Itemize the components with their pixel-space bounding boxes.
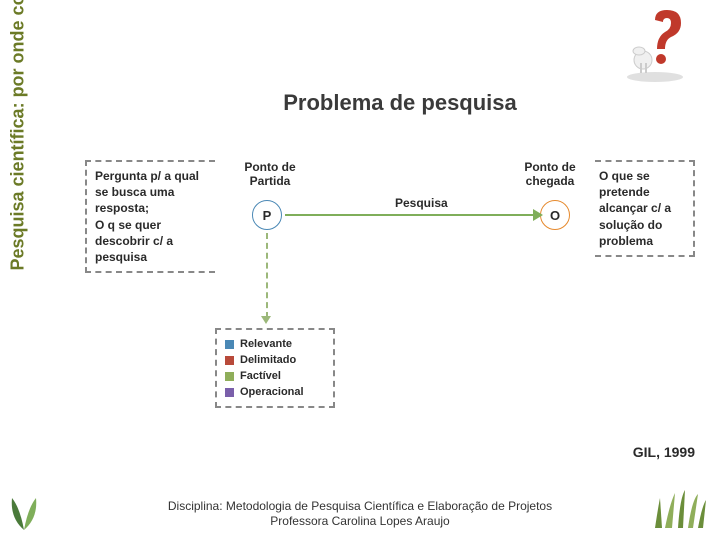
chegada-label: Ponto de chegada: [515, 160, 585, 189]
footer: Disciplina: Metodologia de Pesquisa Cien…: [0, 499, 720, 530]
page-title: Problema de pesquisa: [200, 90, 600, 116]
question-mark-figure: [615, 5, 695, 85]
o-node: O: [540, 200, 570, 230]
bullet-icon: [225, 340, 234, 349]
criteria-label: Delimitado: [240, 354, 296, 366]
criteria-label: Relevante: [240, 338, 292, 350]
criteria-label: Operacional: [240, 386, 304, 398]
partida-label: Ponto de Partida: [235, 160, 305, 189]
criteria-item: Operacional: [225, 384, 325, 400]
bullet-icon: [225, 388, 234, 397]
left-description-box: Pergunta p/ a qual se busca uma resposta…: [85, 160, 215, 273]
dashed-connector: [266, 233, 268, 318]
bullet-icon: [225, 372, 234, 381]
dashed-arrow-icon: [261, 316, 271, 324]
leaf-icon: [6, 488, 42, 532]
p-node: P: [252, 200, 282, 230]
arrow-line: [285, 214, 535, 216]
footer-line1: Disciplina: Metodologia de Pesquisa Cien…: [0, 499, 720, 515]
sidebar-title: Pesquisa científica: por onde começar?: [8, 0, 29, 271]
pesquisa-label: Pesquisa: [395, 196, 448, 210]
criteria-item: Relevante: [225, 336, 325, 352]
footer-line2: Professora Carolina Lopes Araujo: [0, 514, 720, 530]
arrow-head-icon: [533, 209, 543, 221]
criteria-box: Relevante Delimitado Factível Operaciona…: [215, 328, 335, 408]
bullet-icon: [225, 356, 234, 365]
criteria-label: Factível: [240, 370, 281, 382]
citation: GIL, 1999: [633, 444, 695, 460]
right-description-box: O que se pretende alcançar c/ a solução …: [595, 160, 695, 257]
criteria-item: Delimitado: [225, 352, 325, 368]
grass-icon: [650, 488, 710, 528]
criteria-item: Factível: [225, 368, 325, 384]
